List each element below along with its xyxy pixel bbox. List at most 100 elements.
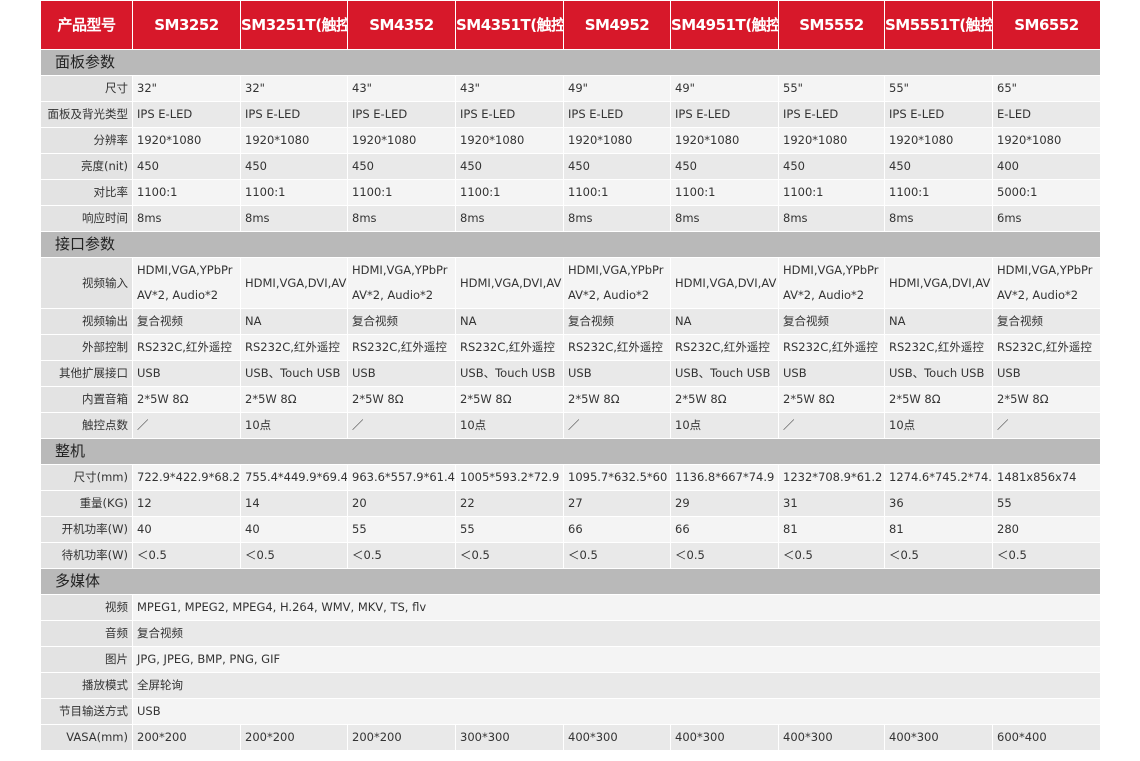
section-title: 面板参数: [40, 49, 1101, 76]
spec-cell: USB、Touch USB: [884, 360, 993, 387]
spec-cell: 55: [347, 516, 456, 543]
spec-cell: IPS E-LED: [778, 101, 885, 128]
spec-cell: ＜0.5: [778, 542, 885, 569]
spec-cell: 复合视频: [132, 308, 241, 335]
spec-cell: 复合视频: [992, 308, 1101, 335]
model-name: SM4952: [563, 0, 671, 50]
spec-cell: 55": [884, 75, 993, 102]
spec-cell: 32": [132, 75, 241, 102]
spec-row: VASA(mm) 200*200 200*200 200*200 300*300 400*…: [40, 724, 1101, 751]
spec-cell: 1100:1: [347, 179, 456, 206]
spec-cell: 43": [347, 75, 456, 102]
spec-cell: 200*200: [132, 724, 241, 751]
spec-cell: 2*5W 8Ω: [670, 386, 779, 413]
row-label: 重量(KG): [40, 490, 133, 517]
spec-cell: 1920*1080: [132, 127, 241, 154]
spec-cell: 29: [670, 490, 779, 517]
spec-cell: 10点: [455, 412, 564, 439]
spec-row: 触控点数／ 10点／ 10点／ 10点／ 10点／: [40, 412, 1101, 439]
spec-cell: USB: [132, 698, 1101, 725]
spec-cell: RS232C,红外遥控: [778, 334, 885, 361]
spec-row: 图片 JPG, JPEG, BMP, PNG, GIF: [40, 646, 1101, 673]
spec-cell: USB: [347, 360, 456, 387]
spec-cell: 300*300: [455, 724, 564, 751]
spec-cell: 1274.6*745.2*74.9: [884, 464, 993, 491]
spec-cell: 600*400: [992, 724, 1101, 751]
row-label: 节目输送方式: [40, 698, 133, 725]
spec-cell: E-LED: [992, 101, 1101, 128]
spec-cell: 复合视频: [132, 620, 1101, 647]
spec-row: 播放模式 全屏轮询: [40, 672, 1101, 699]
spec-cell: NA: [455, 308, 564, 335]
spec-cell: HDMI,VGA,DVI,AV: [240, 257, 348, 309]
spec-cell: HDMI,VGA,YPbPr AV*2, Audio*2: [778, 257, 885, 309]
section-title: 整机: [40, 438, 1101, 465]
spec-cell: 1920*1080: [884, 127, 993, 154]
spec-cell: 1095.7*632.5*60: [563, 464, 671, 491]
row-label: 其他扩展接口: [40, 360, 133, 387]
spec-row: 其他扩展接口 USB USB、Touch USB USB USB、Touch USB US…: [40, 360, 1101, 387]
spec-cell: 280: [992, 516, 1101, 543]
spec-cell: ／: [778, 412, 885, 439]
spec-row: 视频 MPEG1, MPEG2, MPEG4, H.264, WMV, MKV, …: [40, 594, 1101, 621]
spec-cell: 8ms: [240, 205, 348, 232]
spec-cell: USB: [992, 360, 1101, 387]
spec-cell: 66: [670, 516, 779, 543]
spec-cell: 2*5W 8Ω: [778, 386, 885, 413]
row-label: 面板及背光类型: [40, 101, 133, 128]
spec-cell: RS232C,红外遥控: [347, 334, 456, 361]
row-label: 图片: [40, 646, 133, 673]
spec-cell: 200*200: [347, 724, 456, 751]
spec-cell: HDMI,VGA,YPbPr AV*2, Audio*2: [132, 257, 241, 309]
model-name: SM4951T(触控): [670, 0, 779, 50]
spec-cell: 400*300: [670, 724, 779, 751]
spec-cell: 复合视频: [347, 308, 456, 335]
model-name: SM6552: [992, 0, 1101, 50]
spec-cell: 8ms: [347, 205, 456, 232]
spec-cell: RS232C,红外遥控: [670, 334, 779, 361]
spec-cell: 2*5W 8Ω: [240, 386, 348, 413]
spec-cell: 43": [455, 75, 564, 102]
spec-cell: RS232C,红外遥控: [563, 334, 671, 361]
row-label: 播放模式: [40, 672, 133, 699]
spec-cell: 22: [455, 490, 564, 517]
spec-cell: IPS E-LED: [670, 101, 779, 128]
spec-cell: 14: [240, 490, 348, 517]
spec-cell: USB、Touch USB: [455, 360, 564, 387]
section-row: 接口参数: [40, 231, 1101, 258]
header-label: 产品型号: [40, 0, 133, 50]
spec-cell: 8ms: [884, 205, 993, 232]
row-label: 对比率: [40, 179, 133, 206]
spec-cell: RS232C,红外遥控: [132, 334, 241, 361]
spec-row: 尺寸 32" 32" 43" 43" 49" 49" 55" 55" 65": [40, 75, 1101, 102]
spec-cell: 200*200: [240, 724, 348, 751]
row-label: 亮度(nit): [40, 153, 133, 180]
spec-cell: 10点: [884, 412, 993, 439]
section-row: 面板参数: [40, 49, 1101, 76]
spec-cell: 32": [240, 75, 348, 102]
spec-cell: USB、Touch USB: [240, 360, 348, 387]
spec-row: 面板及背光类型 IPS E-LED IPS E-LED IPS E-LED IPS E-…: [40, 101, 1101, 128]
spec-cell: IPS E-LED: [347, 101, 456, 128]
spec-cell: ／: [347, 412, 456, 439]
spec-cell: RS232C,红外遥控: [455, 334, 564, 361]
spec-cell: USB: [132, 360, 241, 387]
spec-cell: 1481x856x74: [992, 464, 1101, 491]
spec-cell: 450: [240, 153, 348, 180]
spec-cell: 31: [778, 490, 885, 517]
spec-cell: 450: [455, 153, 564, 180]
row-label: 内置音箱: [40, 386, 133, 413]
spec-cell: 55: [992, 490, 1101, 517]
spec-cell: 1920*1080: [563, 127, 671, 154]
spec-cell: 65": [992, 75, 1101, 102]
spec-cell: 8ms: [778, 205, 885, 232]
spec-cell: NA: [670, 308, 779, 335]
spec-row: 外部控制 RS232C,红外遥控 RS232C,红外遥控 RS232C,红外遥控 RS2…: [40, 334, 1101, 361]
spec-cell: IPS E-LED: [563, 101, 671, 128]
spec-cell: USB: [563, 360, 671, 387]
spec-cell: 8ms: [670, 205, 779, 232]
row-label: 开机功率(W): [40, 516, 133, 543]
spec-cell: 8ms: [563, 205, 671, 232]
spec-cell: IPS E-LED: [884, 101, 993, 128]
